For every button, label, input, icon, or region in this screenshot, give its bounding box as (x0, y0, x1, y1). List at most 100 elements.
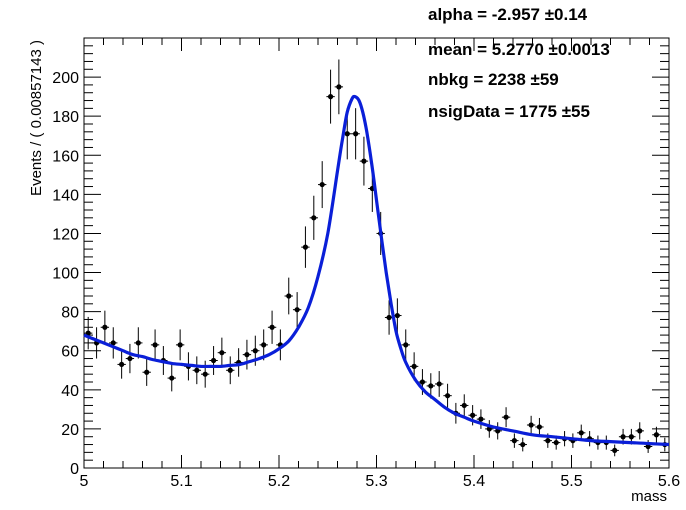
data-marker (628, 434, 634, 440)
data-marker (528, 422, 534, 428)
data-marker (252, 348, 258, 354)
data-marker (545, 438, 551, 444)
data-marker (202, 371, 208, 377)
data-point (226, 356, 235, 385)
data-marker (653, 432, 660, 438)
y-tick-label: 0 (70, 461, 79, 478)
y-tick-label: 60 (61, 344, 79, 361)
y-tick-label: 160 (52, 148, 79, 165)
data-marker (286, 293, 292, 299)
data-point (535, 417, 544, 436)
data-point (326, 69, 335, 124)
x-tick-label: 5.5 (560, 473, 582, 490)
data-point (217, 337, 227, 368)
x-tick-label: 5.3 (365, 473, 387, 490)
data-point (460, 394, 469, 417)
data-marker (327, 94, 334, 100)
data-point (100, 310, 110, 344)
data-marker (620, 434, 626, 440)
data-point (485, 420, 494, 438)
data-point (117, 350, 126, 379)
data-point (351, 108, 360, 160)
y-tick-label: 200 (52, 70, 79, 87)
data-marker (110, 340, 116, 346)
data-marker (470, 412, 476, 418)
data-marker (169, 375, 175, 381)
data-marker (319, 181, 325, 188)
y-tick-label: 120 (52, 226, 79, 243)
data-marker (210, 357, 217, 364)
data-marker (85, 330, 91, 336)
y-tick-label: 80 (61, 305, 79, 322)
data-marker (645, 443, 651, 450)
data-marker (444, 393, 451, 399)
data-point (84, 316, 93, 350)
data-marker (386, 314, 392, 321)
data-point (435, 371, 444, 397)
data-point (150, 329, 160, 361)
data-point (318, 161, 327, 209)
x-tick-label: 5.6 (658, 473, 680, 490)
data-marker (612, 447, 618, 454)
data-marker (152, 342, 158, 348)
data-marker (302, 244, 309, 250)
data-marker (102, 324, 108, 330)
fit-parameter-mean: mean = 5.2770 ±0.0013 (428, 40, 610, 59)
data-point (192, 356, 201, 385)
data-point (610, 444, 619, 457)
fit-parameter-nbkg: nbkg = 2238 ±59 (428, 70, 559, 89)
data-marker (553, 439, 559, 446)
data-marker (394, 312, 400, 319)
data-marker (144, 369, 150, 375)
data-marker (461, 402, 467, 409)
x-axis-ticks: 5 5.1 5.2 5.3 5.4 5.5 5.6 (80, 38, 680, 490)
data-marker (419, 379, 426, 385)
data-point (125, 343, 135, 374)
data-marker (520, 441, 526, 448)
data-point (259, 329, 268, 361)
data-point (426, 373, 435, 399)
data-point (167, 364, 176, 392)
data-point (134, 327, 143, 359)
y-tick-label: 140 (52, 187, 79, 204)
data-point (142, 358, 151, 386)
data-marker (127, 355, 133, 362)
data-point (292, 292, 302, 328)
data-point (493, 422, 502, 440)
y-axis-title: Events / ( 0.00857143 ) (28, 40, 45, 196)
data-point (652, 426, 661, 443)
data-marker (428, 383, 434, 389)
data-point (510, 433, 519, 448)
data-point (443, 383, 452, 408)
data-point (635, 422, 644, 440)
fit-parameter-nsigData: nsigData = 1775 ±55 (428, 102, 590, 121)
data-point (401, 329, 410, 361)
data-marker (403, 342, 409, 348)
data-marker (219, 350, 225, 356)
y-tick-label: 40 (61, 383, 79, 400)
data-point (334, 59, 344, 115)
data-marker (119, 361, 125, 368)
data-marker (436, 381, 442, 387)
data-marker (227, 367, 233, 373)
x-axis-title: mass (631, 488, 667, 505)
x-tick-label: 5.1 (170, 473, 192, 490)
data-point (301, 226, 310, 268)
data-point (209, 346, 218, 375)
data-point (242, 339, 252, 370)
x-tick-label: 5 (80, 473, 89, 490)
data-point (109, 327, 118, 359)
data-point (526, 415, 536, 435)
fit-curve (83, 94, 670, 447)
data-point (518, 437, 527, 452)
data-marker (478, 416, 484, 422)
data-point (359, 136, 369, 186)
data-point (309, 195, 318, 240)
data-marker (536, 424, 543, 430)
y-tick-label: 20 (61, 422, 79, 439)
data-marker (311, 215, 317, 221)
data-point (501, 407, 511, 428)
data-marker (353, 131, 359, 137)
data-marker (361, 158, 367, 164)
